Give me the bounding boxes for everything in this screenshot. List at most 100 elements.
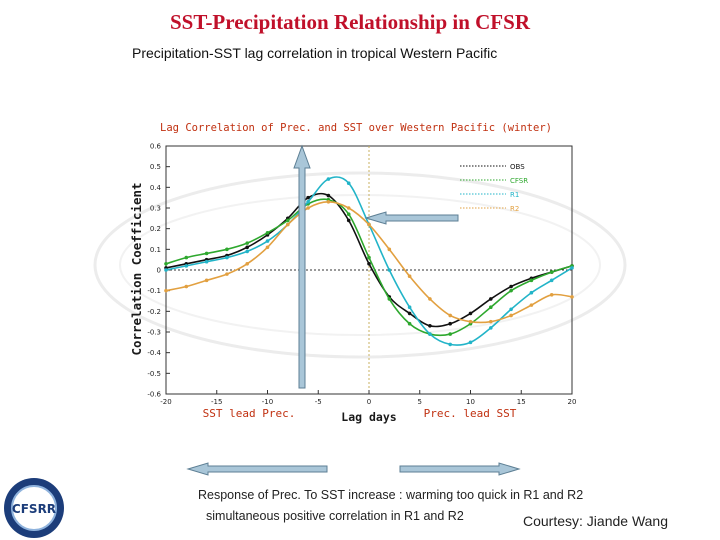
- series-point-r2: [164, 288, 168, 293]
- y-tick-label: -0.6: [147, 391, 161, 399]
- x-tick-label: -20: [160, 398, 171, 406]
- series-point-r2: [245, 262, 249, 266]
- series-point-r1: [407, 305, 412, 310]
- series-point-obs: [448, 321, 453, 326]
- series-point-obs: [407, 311, 412, 316]
- series-point-r2: [448, 313, 453, 318]
- series-point-r2: [529, 303, 534, 307]
- series-point-obs: [428, 324, 432, 328]
- legend: OBS CFSR R1 R2: [460, 163, 528, 213]
- x-tick-label: 10: [466, 398, 475, 406]
- series-point-cfsr: [225, 247, 229, 252]
- legend-label-r1: R1: [510, 191, 519, 199]
- series-point-r1: [489, 326, 493, 330]
- x-tick-label: 15: [517, 398, 526, 406]
- series-point-r1: [387, 268, 392, 272]
- y-tick-label: -0.5: [147, 370, 161, 378]
- series-point-r1: [326, 177, 331, 181]
- series-point-cfsr: [346, 212, 351, 216]
- series-point-r2: [387, 247, 392, 252]
- note-line-2: simultaneous positive correlation in R1 …: [206, 509, 464, 523]
- series-point-cfsr: [549, 270, 554, 274]
- legend-label-cfsr: CFSR: [510, 177, 528, 185]
- y-tick-label: -0.3: [147, 329, 161, 337]
- logo-text: CFSRR: [12, 502, 56, 516]
- series-point-cfsr: [286, 218, 290, 223]
- y-tick-label: -0.4: [147, 349, 161, 357]
- y-tick-label: -0.2: [147, 308, 161, 316]
- series-point-r1: [164, 268, 168, 272]
- series-point-r2: [428, 297, 432, 301]
- series-point-r1: [448, 342, 453, 347]
- series-point-obs: [245, 245, 249, 250]
- series-point-r2: [509, 313, 513, 318]
- series-point-r2: [346, 206, 351, 210]
- x-axis-label: Lag days: [341, 410, 396, 424]
- series-point-obs: [367, 262, 371, 266]
- lower-left-arrow: [186, 462, 328, 476]
- y-tick-label: 0.5: [150, 163, 161, 171]
- series-point-r2: [306, 206, 310, 210]
- x-tick-label: 0: [367, 398, 371, 406]
- series-point-r1: [468, 340, 473, 345]
- horizontal-left-arrow: [364, 211, 459, 225]
- series-point-r1: [306, 200, 310, 204]
- series-point-r2: [367, 222, 371, 227]
- legend-label-r2: R2: [510, 205, 519, 213]
- watermark-swirl: [93, 171, 627, 359]
- series-point-cfsr: [265, 231, 270, 235]
- series-point-cfsr: [387, 297, 392, 301]
- series-point-obs: [306, 195, 310, 200]
- series-point-r2: [570, 295, 574, 299]
- logo-inner-ring: [11, 485, 57, 531]
- x-tick-label: 5: [418, 398, 422, 406]
- series-point-r2: [286, 222, 290, 227]
- x-tick-label: -10: [262, 398, 273, 406]
- lower-right-arrow: [399, 462, 521, 476]
- series-point-cfsr: [164, 262, 168, 266]
- plot-title: Lag Correlation of Prec. and SST over We…: [160, 122, 552, 134]
- series-point-r2: [326, 200, 331, 204]
- series-point-cfsr: [407, 321, 412, 326]
- series-point-r1: [529, 290, 534, 295]
- series-point-r2: [468, 319, 473, 324]
- x-tick-label: -5: [315, 398, 322, 406]
- series-point-r1: [346, 181, 351, 185]
- y-axis-label: Correlation Coefficient: [129, 182, 144, 355]
- vertical-up-arrow: [293, 144, 311, 389]
- series-point-cfsr: [448, 332, 453, 336]
- series-point-r1: [509, 307, 513, 312]
- legend-label-obs: OBS: [510, 163, 525, 171]
- series-point-obs: [346, 218, 351, 223]
- series-point-r2: [204, 278, 209, 283]
- series-point-cfsr: [204, 251, 209, 256]
- series-point-cfsr: [245, 241, 249, 245]
- annotation-prec-lead: Prec. lead SST: [424, 407, 517, 420]
- cfsrr-logo: CFSRR: [4, 478, 64, 538]
- x-tick-label: 20: [568, 398, 577, 406]
- slide-title: SST-Precipitation Relationship in CFSR: [170, 10, 530, 34]
- series-point-r1: [428, 332, 432, 336]
- x-tick-label: -15: [211, 398, 222, 406]
- series-point-obs: [489, 297, 493, 301]
- series-point-r2: [265, 245, 270, 250]
- series-point-r2: [489, 319, 493, 324]
- slide-subtitle: Precipitation-SST lag correlation in tro…: [132, 45, 498, 61]
- y-tick-label: -0.1: [147, 287, 161, 295]
- series-layer: [164, 176, 574, 347]
- series-point-cfsr: [529, 278, 534, 283]
- series-point-r1: [265, 239, 270, 243]
- y-tick-label: 0.1: [150, 246, 161, 254]
- series-point-obs: [326, 193, 331, 198]
- series-point-cfsr: [509, 288, 513, 293]
- note-line-1: Response of Prec. To SST increase : warm…: [198, 488, 584, 502]
- series-point-r2: [225, 272, 229, 276]
- series-point-r1: [245, 249, 249, 254]
- series-point-r1: [204, 259, 209, 264]
- series-point-cfsr: [184, 255, 189, 260]
- series-point-r2: [184, 284, 189, 289]
- series-point-cfsr: [489, 305, 493, 310]
- y-tick-label: 0.3: [150, 205, 161, 213]
- series-point-obs: [468, 311, 473, 316]
